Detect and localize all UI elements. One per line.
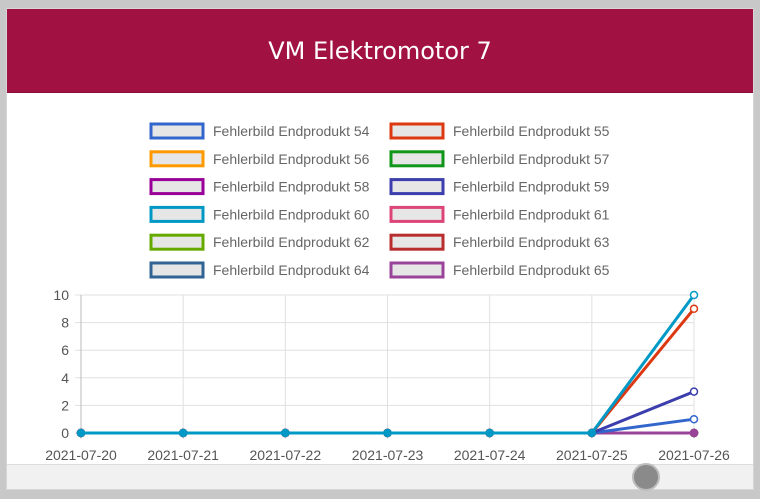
legend-label: Fehlerbild Endprodukt 64	[213, 262, 370, 278]
legend-swatch	[389, 233, 445, 251]
legend-swatch	[389, 178, 445, 196]
page-title: VM Elektromotor 7	[268, 36, 492, 65]
y-tick-label: 2	[61, 397, 69, 413]
data-point	[383, 428, 392, 438]
data-point	[178, 428, 188, 438]
data-point	[689, 387, 699, 396]
y-tick-label: 6	[61, 342, 69, 358]
legend-swatch	[389, 122, 445, 140]
legend-swatch	[149, 261, 205, 279]
data-point	[689, 428, 699, 438]
legend-label: Fehlerbild Endprodukt 60	[213, 206, 370, 222]
x-tick-label: 2021-07-26	[658, 447, 730, 463]
y-tick-label: 10	[53, 287, 69, 303]
card-footer	[7, 464, 753, 489]
data-point	[689, 290, 699, 300]
legend-label: Fehlerbild Endprodukt 54	[213, 123, 370, 139]
data-point	[485, 428, 494, 438]
legend-swatch	[389, 261, 445, 279]
legend-swatch	[149, 178, 205, 196]
legend-swatch	[389, 205, 445, 223]
legend-swatch	[149, 122, 205, 140]
line-chart: Fehlerbild Endprodukt 54 Fehlerbild Endpr…	[45, 122, 730, 463]
y-tick-label: 0	[61, 425, 69, 441]
legend-label: Fehlerbild Endprodukt 56	[213, 151, 370, 167]
data-point	[689, 304, 699, 314]
data-point	[689, 414, 699, 424]
x-tick-label: 2021-07-22	[250, 447, 322, 463]
x-tick-label: 2021-07-20	[45, 447, 117, 463]
legend-label: Fehlerbild Endprodukt 65	[453, 262, 610, 278]
scroll-handle[interactable]	[632, 463, 660, 491]
legend-label: Fehlerbild Endprodukt 62	[213, 234, 370, 250]
legend-swatch	[149, 205, 205, 223]
legend-swatch	[149, 233, 205, 251]
legend-label: Fehlerbild Endprodukt 63	[453, 234, 610, 250]
data-point	[587, 428, 597, 438]
y-tick-label: 4	[61, 370, 69, 386]
x-tick-label: 2021-07-21	[147, 447, 219, 463]
x-tick-label: 2021-07-25	[556, 447, 628, 463]
legend-label: Fehlerbild Endprodukt 55	[453, 123, 610, 139]
legend-swatch	[149, 150, 205, 168]
chart-card: VM Elektromotor 7 Fehlerbild Endprodukt …	[6, 8, 754, 490]
legend-label: Fehlerbild Endprodukt 58	[213, 179, 370, 195]
x-tick-label: 2021-07-23	[352, 447, 424, 463]
y-tick-label: 8	[61, 315, 69, 331]
legend-swatch	[389, 150, 445, 168]
legend-label: Fehlerbild Endprodukt 61	[453, 206, 610, 222]
legend-label: Fehlerbild Endprodukt 57	[453, 151, 610, 167]
legend-label: Fehlerbild Endprodukt 59	[453, 179, 610, 195]
data-point	[76, 428, 86, 438]
card-header: VM Elektromotor 7	[7, 9, 753, 93]
x-tick-label: 2021-07-24	[454, 447, 526, 463]
data-point	[281, 428, 290, 438]
